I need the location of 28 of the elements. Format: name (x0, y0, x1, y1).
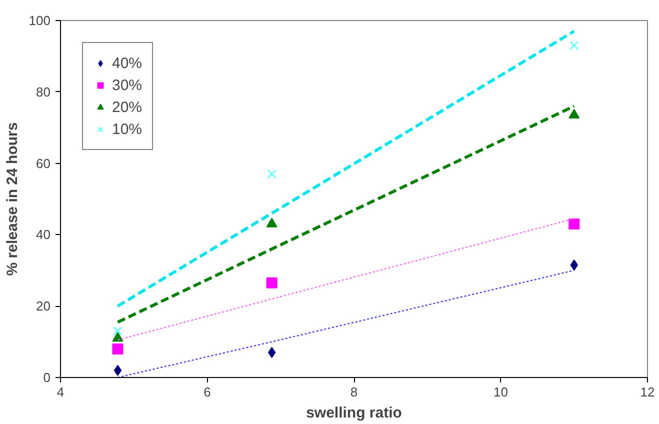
x-tick-label: 12 (640, 384, 655, 400)
point (568, 218, 580, 230)
y-tick-label: 40 (36, 227, 51, 242)
y-tick-label: 80 (36, 84, 51, 100)
point (266, 218, 278, 228)
legend-label: 10% (112, 120, 142, 138)
point (112, 343, 124, 354)
point (569, 40, 579, 50)
point (267, 169, 276, 179)
point (112, 332, 124, 342)
y-tick-label: 60 (36, 156, 51, 171)
point (268, 347, 276, 358)
x-tick-label: 8 (350, 384, 358, 400)
x-axis-title: swelling ratio (306, 404, 402, 422)
point (113, 326, 122, 336)
point (568, 108, 580, 118)
y-axis-title: % release in 24 hours (4, 122, 21, 276)
y-tick-label: 0 (43, 370, 51, 385)
y-tick-label: 100 (28, 13, 51, 28)
legend-label: 40% (112, 54, 142, 72)
legend-label: 30% (112, 76, 142, 94)
x-tick-label: 4 (56, 384, 64, 400)
y-tick-label: 20 (36, 298, 51, 314)
legend-label: 20% (112, 98, 142, 116)
x-tick-label: 10 (494, 384, 508, 400)
x-tick-label: 6 (204, 384, 211, 400)
point (266, 277, 278, 288)
point (114, 364, 122, 376)
